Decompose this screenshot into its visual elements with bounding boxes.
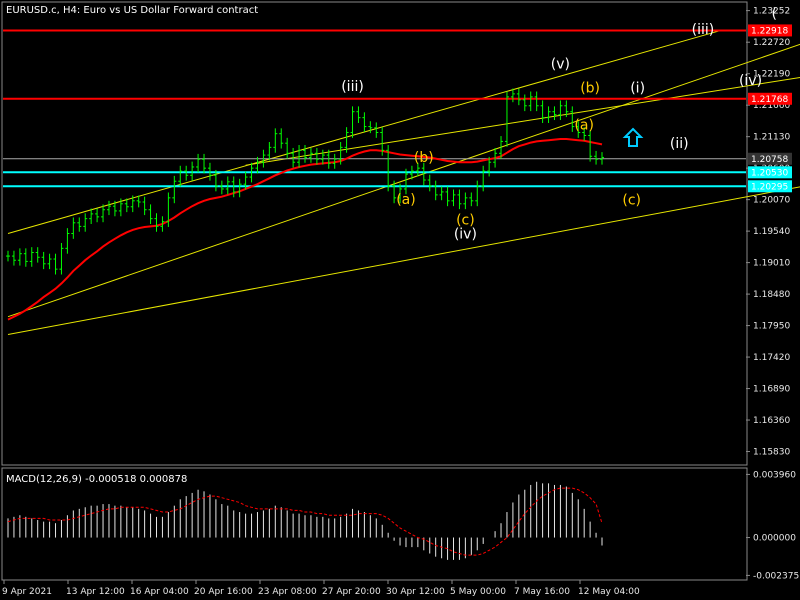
level-tags: 1.22918 1.21768 1.20758 1.20530 1.20295 — [748, 24, 792, 193]
level-tag-box — [748, 92, 792, 105]
price-tick-label: 1.19540 — [753, 227, 790, 237]
level-tag: 1.20758 — [751, 155, 788, 165]
price-tick-label: 1.21130 — [753, 133, 790, 143]
time-axis: 9 Apr 2021 13 Apr 12:00 16 Apr 04:00 20 Apr… — [2, 580, 640, 597]
wave-label: (iii) — [341, 79, 364, 95]
price-tick-label: 1.17420 — [753, 353, 790, 363]
macd-tick-label: -0.002375 — [753, 571, 799, 581]
wave-label: (ii) — [670, 136, 689, 152]
price-tick-label: 1.22190 — [753, 70, 790, 80]
wave-label: (b) — [580, 81, 600, 97]
level-tag: 1.22918 — [751, 26, 788, 36]
main-panel-frame — [1, 1, 748, 466]
time-tick-label: 5 May 00:00 — [450, 587, 506, 597]
price-tick-label: 1.23252 — [753, 7, 790, 17]
price-tick-label: 1.16360 — [753, 416, 790, 426]
level-tag: 1.20530 — [751, 168, 788, 178]
trend-line[interactable] — [7, 155, 800, 335]
level-tag: 1.21768 — [751, 95, 788, 105]
macd-signal-line — [7, 487, 603, 556]
macd-tick-label: 0.003960 — [753, 470, 796, 480]
wave-label: (iv) — [739, 73, 762, 89]
time-tick-label: 23 Apr 08:00 — [258, 587, 317, 597]
wave-label: (b) — [414, 150, 434, 166]
level-tag-box — [748, 180, 792, 193]
price-tick-label: 1.22720 — [753, 38, 790, 48]
chart-title: EURUSD.c, H4: Euro vs US Dollar Forward … — [6, 5, 258, 16]
price-axis: 1.232521.227201.221901.216601.211301.206… — [746, 7, 790, 458]
time-tick-label: 16 Apr 04:00 — [130, 587, 189, 597]
macd-indicator: 0.003960 0.000000 -0.002375 — [7, 470, 799, 581]
macd-panel-frame — [1, 467, 748, 581]
wave-label: (iii) — [692, 22, 715, 38]
time-tick-label: 27 Apr 20:00 — [322, 587, 381, 597]
wave-label: (v) — [551, 56, 570, 72]
price-tick-label: 1.17950 — [753, 322, 790, 332]
wave-label: (c) — [622, 192, 641, 208]
time-tick-label: 20 Apr 16:00 — [194, 587, 253, 597]
up-arrow-icon — [622, 127, 644, 147]
price-tick-label: 1.16890 — [753, 385, 790, 395]
macd-label: MACD(12,26,9) -0.000518 0.000878 — [6, 474, 187, 485]
time-tick-label: 7 May 16:00 — [514, 587, 570, 597]
level-tag-box — [748, 152, 792, 165]
wave-label: (a) — [396, 192, 416, 208]
price-tick-label: 1.15830 — [753, 448, 790, 458]
macd-tick-label: 0.000000 — [753, 534, 796, 544]
time-tick-label: 12 May 04:00 — [578, 587, 640, 597]
price-tick-label: 1.18480 — [753, 290, 790, 300]
wave-label: ( — [772, 6, 777, 22]
wave-label: (iv) — [454, 226, 477, 242]
wave-label: (a) — [574, 118, 594, 134]
level-tag-box — [748, 166, 792, 179]
price-tick-label: 1.19010 — [753, 259, 790, 269]
trend-line[interactable] — [7, 0, 800, 318]
price-tick-label: 1.20070 — [753, 196, 790, 206]
trend-line[interactable] — [245, 51, 800, 166]
wave-labels: (iii)(a)(b)(c)(iv)(v)(b)(a)(i)(ii)(c)(ii… — [341, 6, 777, 242]
wave-label: (i) — [630, 81, 645, 97]
moving-average — [7, 138, 603, 321]
level-tag-box — [748, 24, 792, 37]
time-tick-label: 30 Apr 12:00 — [386, 587, 445, 597]
moving-average-line — [7, 138, 603, 321]
level-tag: 1.20295 — [751, 182, 788, 192]
time-tick-label: 13 Apr 12:00 — [66, 587, 125, 597]
wave-label: (c) — [456, 213, 475, 229]
time-tick-label: 9 Apr 2021 — [2, 587, 52, 597]
price-bars — [6, 88, 604, 275]
price-tick-label: 1.21660 — [753, 101, 790, 111]
horizontal-levels — [3, 29, 746, 188]
